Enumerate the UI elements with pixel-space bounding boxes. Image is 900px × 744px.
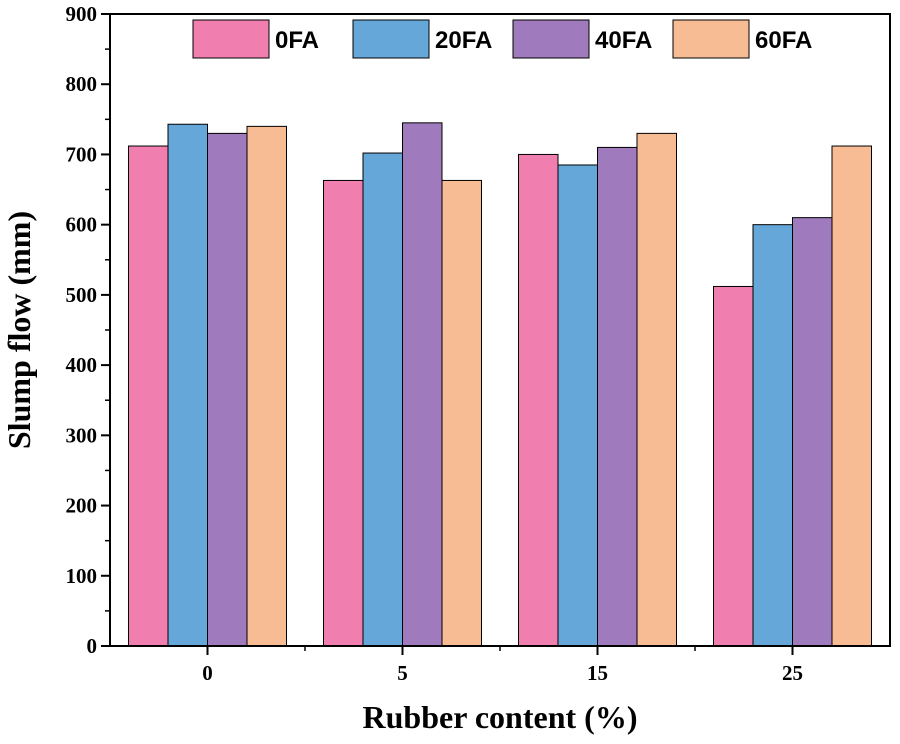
y-tick-label: 0 bbox=[87, 634, 98, 658]
bar-20FA-0 bbox=[167, 123, 208, 647]
bar-40FA-0 bbox=[207, 132, 248, 647]
y-tick-label: 300 bbox=[66, 423, 98, 447]
y-tick-label: 100 bbox=[66, 564, 98, 588]
bar-0FA-25 bbox=[713, 285, 754, 647]
y-tick-label: 400 bbox=[66, 353, 98, 377]
bar-60FA-0 bbox=[246, 125, 287, 647]
legend-swatch-40FA bbox=[512, 19, 590, 59]
bar-0FA-5 bbox=[323, 179, 364, 647]
legend: 0FA 20FA 40FA 60FA bbox=[192, 19, 812, 59]
legend-label-40FA: 40FA bbox=[595, 27, 652, 54]
y-tick-label: 800 bbox=[66, 72, 98, 96]
legend-swatch-60FA bbox=[672, 19, 750, 59]
bar-60FA-25 bbox=[831, 145, 872, 647]
bar-40FA-25 bbox=[792, 217, 833, 647]
legend-swatch-0FA bbox=[192, 19, 270, 59]
axes-layer: 0 100 200 300 400 500 600 700 800 900 0 5 15 25 bbox=[66, 2, 891, 685]
legend-label-20FA: 20FA bbox=[435, 27, 492, 54]
bars-layer bbox=[128, 122, 872, 647]
x-tick-label: 15 bbox=[587, 661, 608, 685]
legend-label-60FA: 60FA bbox=[755, 27, 812, 54]
x-tick-label: 5 bbox=[397, 661, 408, 685]
bar-20FA-5 bbox=[362, 152, 403, 647]
y-tick-label: 200 bbox=[66, 494, 98, 518]
bar-20FA-25 bbox=[752, 224, 793, 647]
legend-swatch-20FA bbox=[352, 19, 430, 59]
bar-40FA-15 bbox=[597, 146, 638, 647]
bar-20FA-15 bbox=[557, 164, 598, 647]
y-tick-label: 500 bbox=[66, 283, 98, 307]
bar-0FA-15 bbox=[518, 153, 559, 647]
x-axis-title: Rubber content (%) bbox=[363, 699, 638, 735]
bar-0FA-0 bbox=[128, 145, 169, 647]
y-tick-label: 700 bbox=[66, 142, 98, 166]
y-axis-title: Slump flow (mm) bbox=[1, 211, 37, 449]
bar-60FA-15 bbox=[636, 132, 677, 647]
bar-60FA-5 bbox=[441, 179, 482, 647]
bar-40FA-5 bbox=[402, 122, 443, 647]
y-tick-label: 600 bbox=[66, 213, 98, 237]
x-tick-label: 25 bbox=[782, 661, 803, 685]
y-tick-label: 900 bbox=[66, 2, 98, 26]
legend-label-0FA: 0FA bbox=[275, 27, 319, 54]
x-tick-label: 0 bbox=[202, 661, 213, 685]
